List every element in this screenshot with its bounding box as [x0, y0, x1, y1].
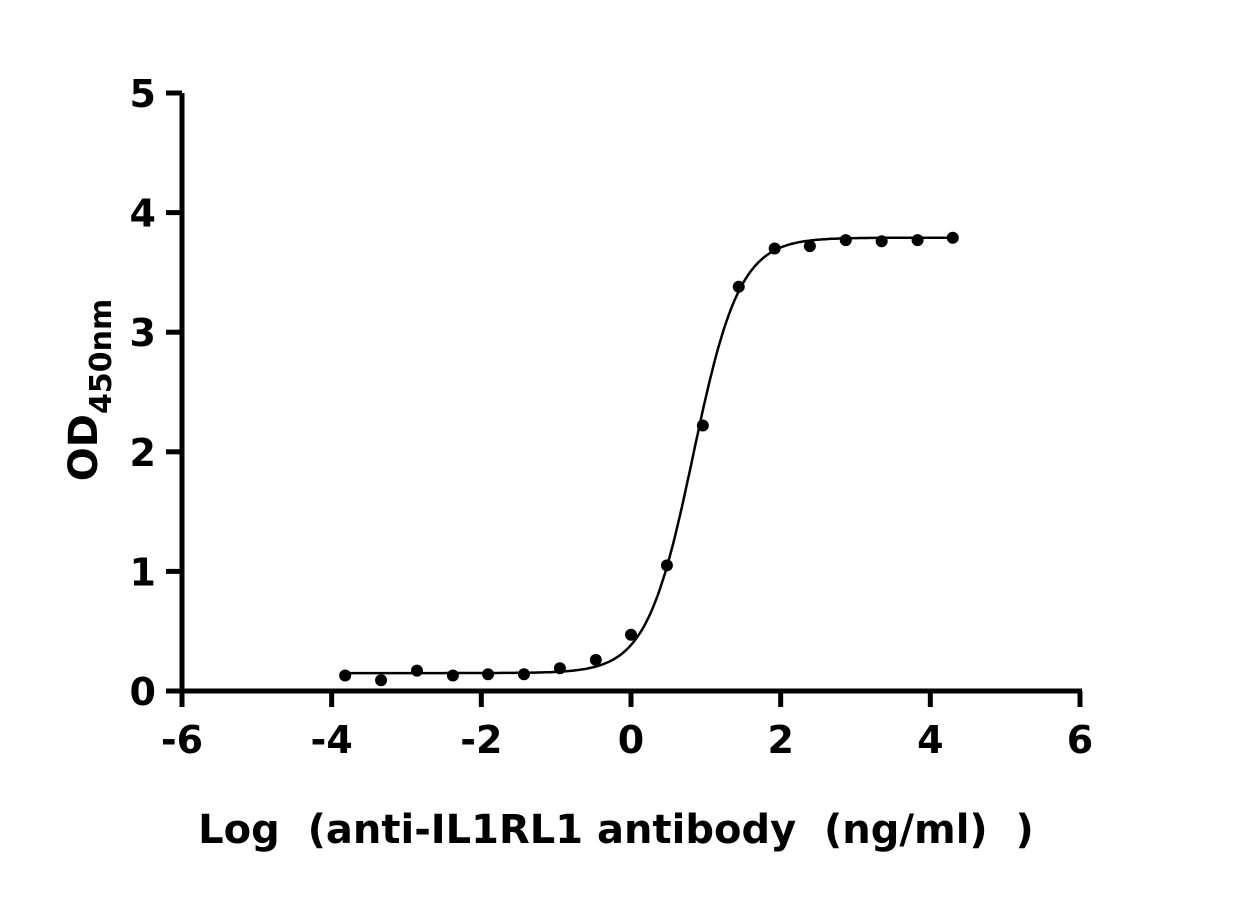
- data-point: [482, 668, 495, 681]
- axes: -6 -4 -2 0 2 4 6 0 1 2 3 4 5: [130, 72, 1094, 762]
- x-tick-label: -6: [161, 718, 203, 762]
- y-tick-label: 2: [130, 431, 156, 475]
- data-point: [768, 242, 781, 255]
- data-point: [517, 668, 530, 681]
- data-point: [375, 674, 388, 687]
- x-axis-label: Log (anti-IL1RL1 antibody (ng/ml) ): [198, 807, 1034, 853]
- data-point: [732, 280, 745, 293]
- x-tick-label: 2: [767, 718, 793, 762]
- data-point: [410, 664, 423, 677]
- y-tick-label: 3: [130, 311, 156, 355]
- x-tick-label: -4: [311, 718, 353, 762]
- y-tick-label: 5: [130, 72, 156, 116]
- data-points: [339, 231, 959, 687]
- y-tick-label: 1: [130, 550, 156, 594]
- x-tick-label: -2: [460, 718, 502, 762]
- data-point: [696, 419, 709, 432]
- data-point: [875, 235, 888, 248]
- fit-curve: [345, 236, 953, 675]
- data-point: [446, 669, 459, 682]
- y-tick-label: 4: [130, 192, 156, 236]
- data-point: [803, 240, 816, 253]
- y-axis-label-sub: 450nm: [84, 299, 119, 414]
- data-point: [911, 234, 924, 247]
- data-point: [589, 653, 602, 666]
- data-point: [625, 628, 637, 641]
- data-point: [839, 234, 852, 247]
- x-tick-label: 6: [1067, 718, 1093, 762]
- y-tick-label: 0: [130, 670, 156, 714]
- data-point: [946, 231, 959, 244]
- x-tick-label: 4: [917, 718, 943, 762]
- x-tick-label: 0: [618, 718, 644, 762]
- data-point: [660, 559, 673, 572]
- y-axis-label: OD450nm: [61, 299, 119, 481]
- data-point: [339, 669, 352, 682]
- data-point: [553, 662, 566, 675]
- y-axis-label-main: OD: [61, 414, 107, 481]
